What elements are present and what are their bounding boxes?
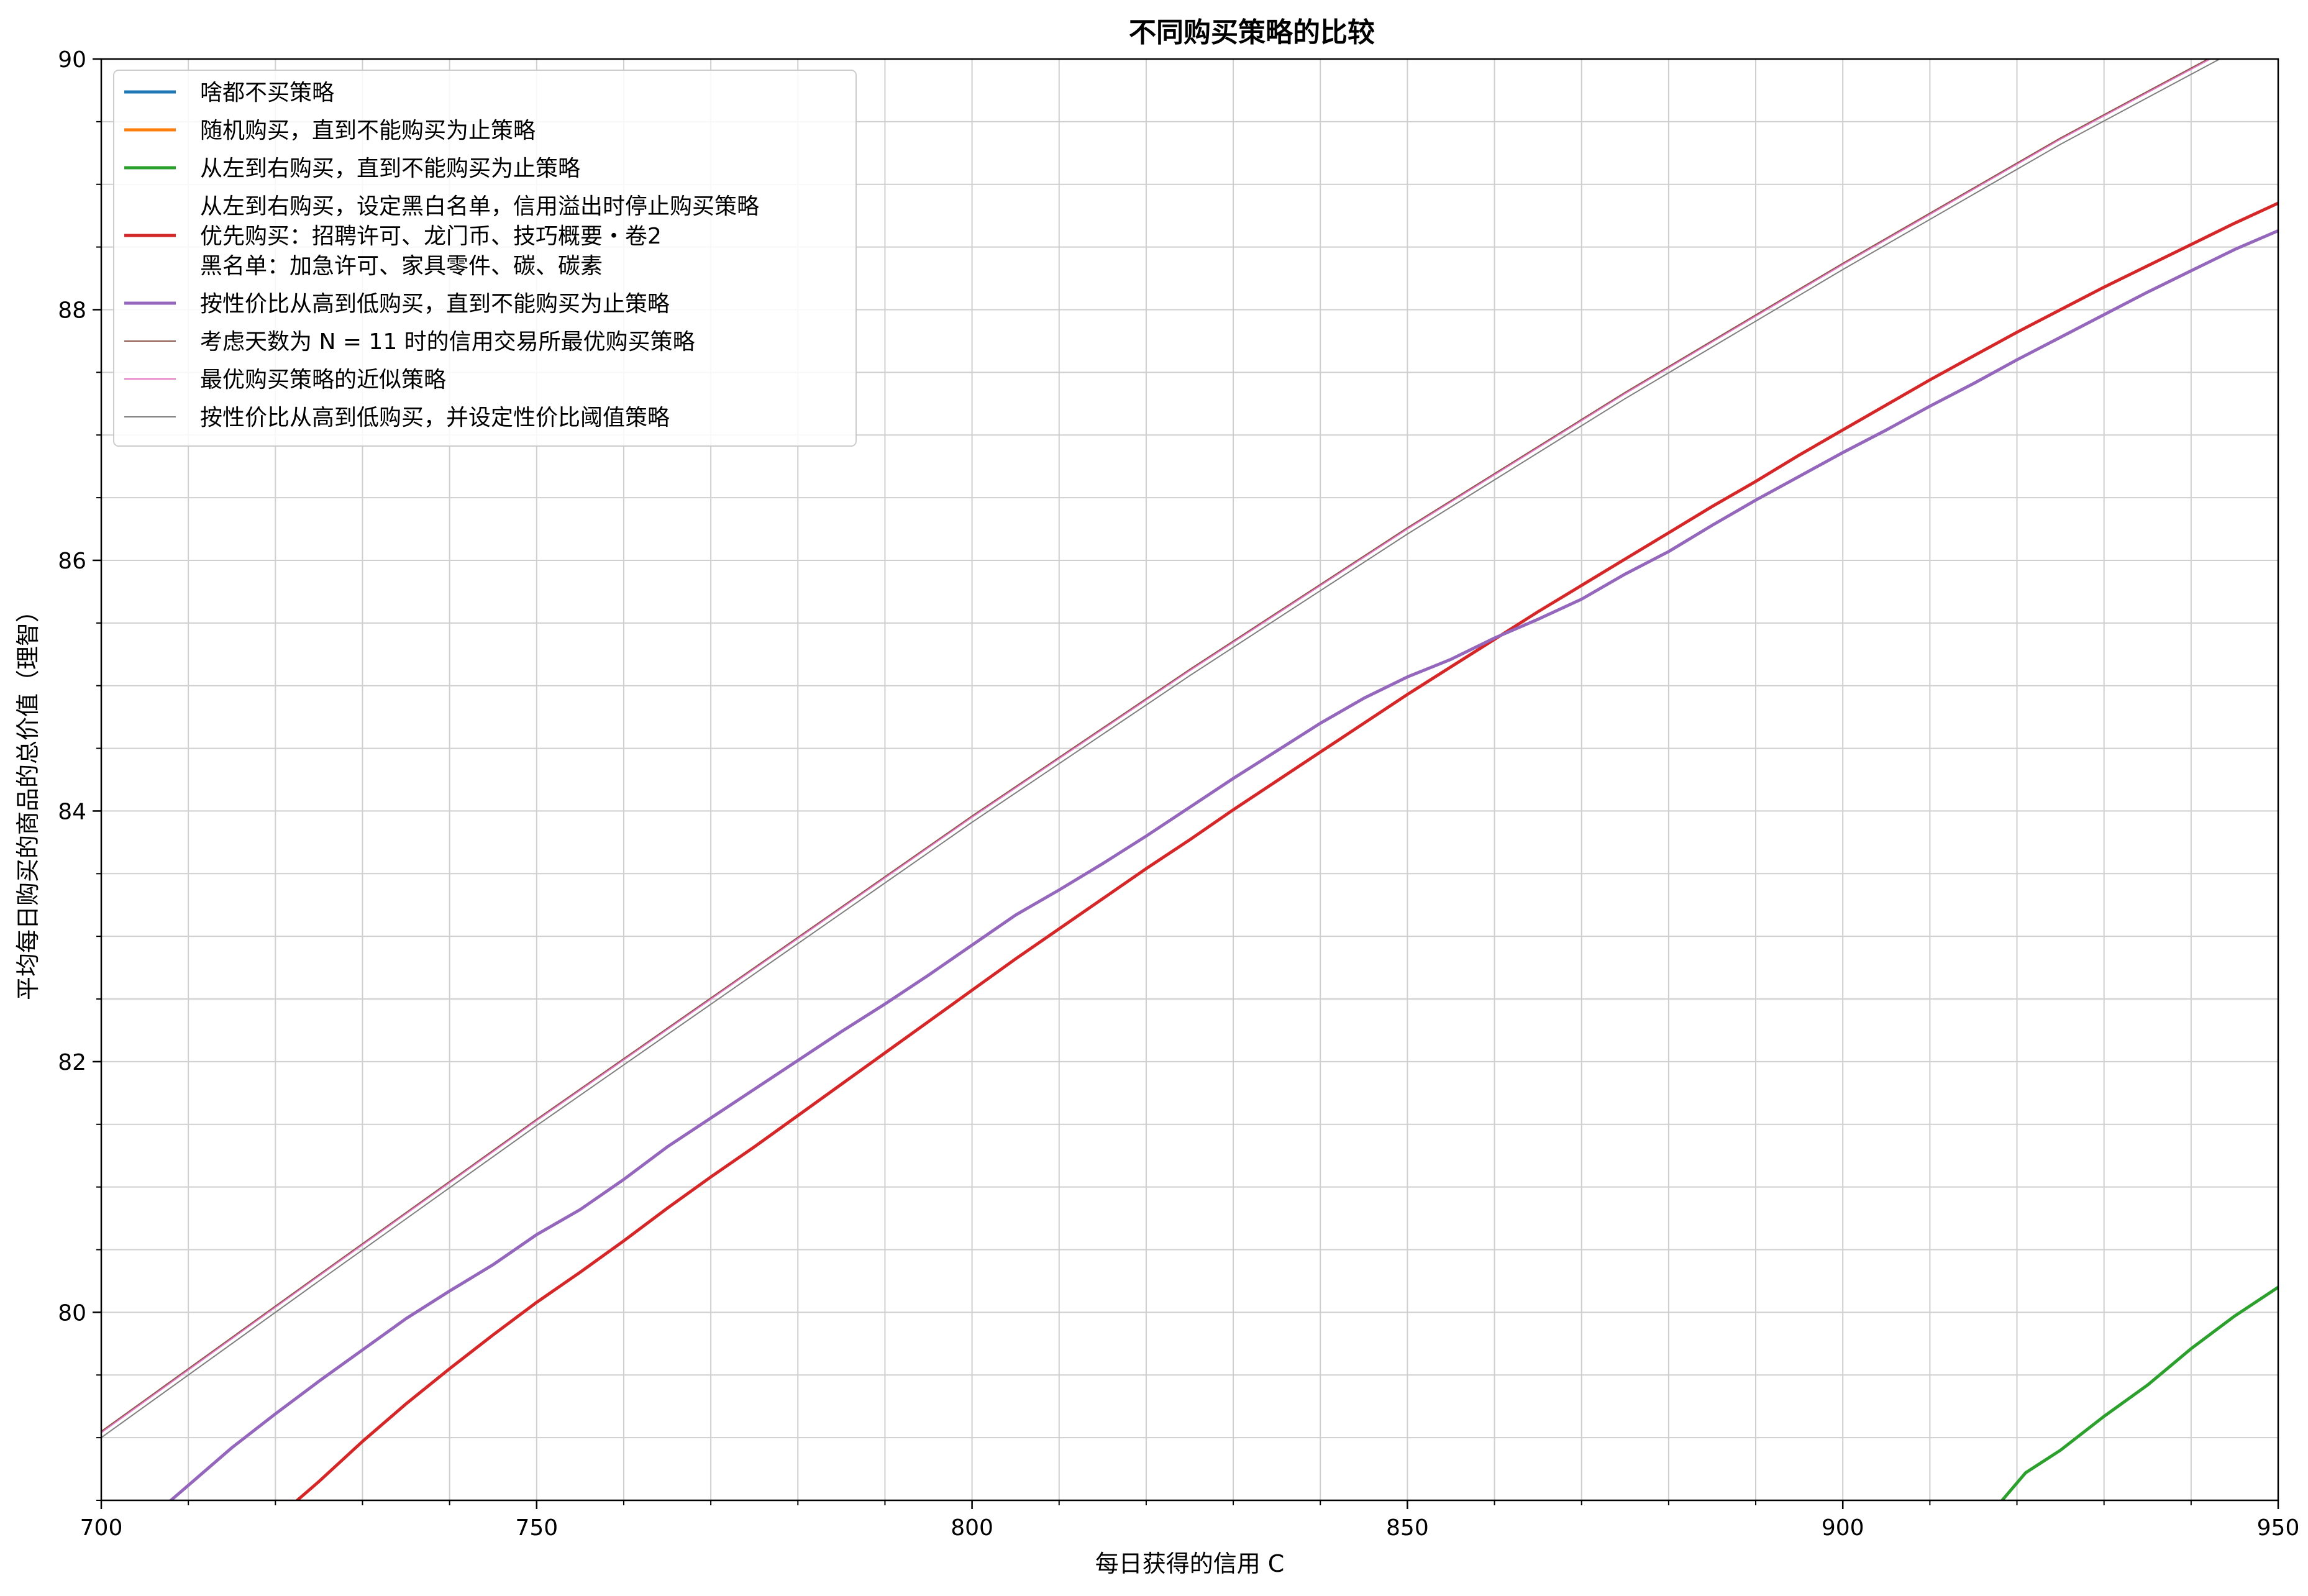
legend-label-6: 考虑天数为 N = 11 时的信用交易所最优购买策略 xyxy=(200,329,695,355)
legend: 啥都不买策略随机购买，直到不能购买为止策略从左到右购买，直到不能购买为止策略从左… xyxy=(113,70,857,447)
y-axis-label: 平均每日购买的商品的总价值（理智） xyxy=(14,599,42,1000)
legend-label-4: 优先购买：招聘许可、龙门币、技巧概要・卷2 xyxy=(200,224,662,249)
series-line-4 xyxy=(295,201,2278,1500)
y-tick-label: 88 xyxy=(58,298,86,323)
y-tick-label: 84 xyxy=(58,799,86,824)
series-line-6 xyxy=(101,59,2210,1432)
x-tick-label: 850 xyxy=(1386,1515,1429,1541)
tick-layer: 700 750 800 850 900 950 80 82 84 86 88 90 xyxy=(58,47,2299,1541)
legend-label-4: 从左到右购买，设定黑白名单，信用溢出时停止购买策略 xyxy=(200,194,759,219)
y-tick-label: 86 xyxy=(58,549,86,574)
y-tick-label: 82 xyxy=(58,1050,86,1075)
x-tick-label: 950 xyxy=(2257,1515,2300,1541)
legend-label-2: 随机购买，直到不能购买为止策略 xyxy=(200,118,536,144)
series-line-3 xyxy=(2000,1285,2278,1500)
series-line-5 xyxy=(169,229,2278,1500)
plot-area xyxy=(101,59,2278,1500)
legend-label-3: 从左到右购买，直到不能购买为止策略 xyxy=(200,156,580,181)
legend-label-4: 黑名单：加急许可、家具零件、碳、碳素 xyxy=(200,253,603,279)
x-tick-label: 750 xyxy=(515,1515,558,1541)
x-axis-label: 每日获得的信用 C xyxy=(1095,1550,1285,1577)
series-line-7 xyxy=(101,59,2212,1434)
y-tick-label: 90 xyxy=(58,47,86,73)
legend-label-7: 最优购买策略的近似策略 xyxy=(200,367,446,393)
legend-label-5: 按性价比从高到低购买，直到不能购买为止策略 xyxy=(200,291,670,317)
plot-frame xyxy=(100,58,2279,1502)
x-tick-label: 700 xyxy=(80,1515,123,1541)
legend-label-8: 按性价比从高到低购买，并设定性价比阈值策略 xyxy=(200,405,670,431)
legend-label-1: 啥都不买策略 xyxy=(200,80,334,106)
x-tick-label: 900 xyxy=(1822,1515,1864,1541)
x-tick-label: 800 xyxy=(951,1515,993,1541)
series-line-8 xyxy=(101,59,2221,1439)
legend-box xyxy=(113,70,857,447)
y-tick-label: 80 xyxy=(58,1300,86,1326)
chart-title: 不同购买策略的比较 xyxy=(1129,17,1375,48)
